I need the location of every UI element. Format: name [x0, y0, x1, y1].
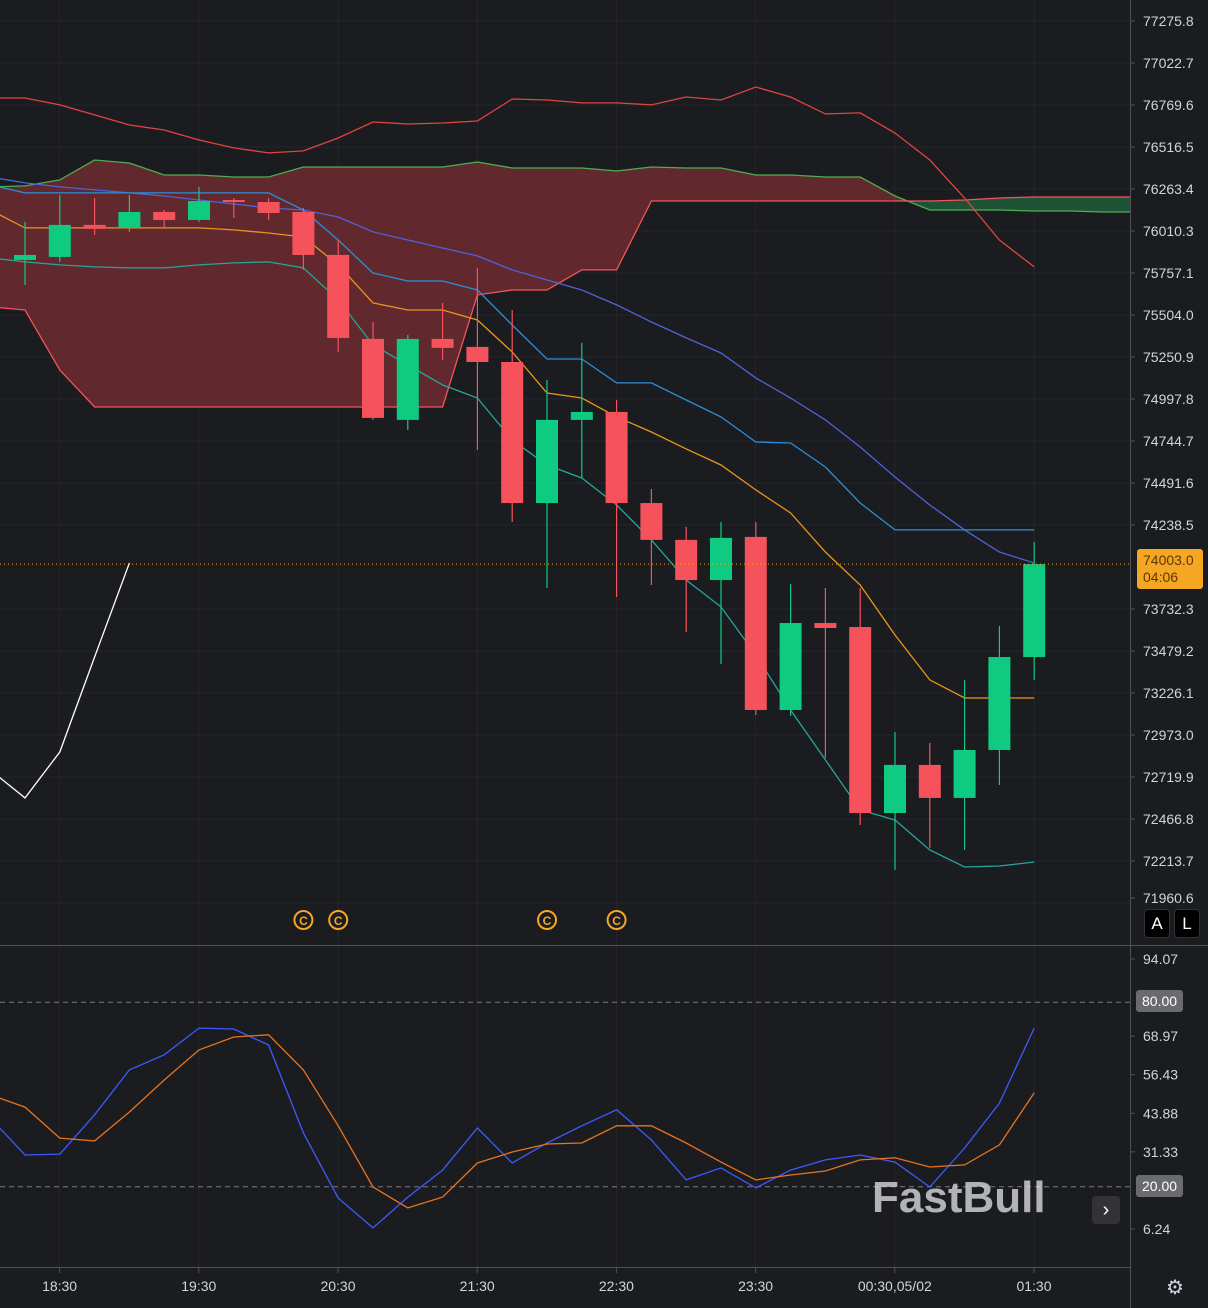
- candle-bullish: [14, 254, 36, 260]
- candle-bullish: [710, 537, 732, 581]
- event-marker-label: C: [334, 914, 343, 928]
- candle-bullish: [396, 338, 419, 420]
- price-pane: [0, 86, 1130, 870]
- event-marker-icon: [293, 910, 314, 930]
- oscillator-tick-label: 6.24: [1143, 1221, 1170, 1237]
- candle-bearish: [501, 361, 524, 504]
- price-tick-label: 75757.1: [1143, 265, 1194, 281]
- price-tick-label: 73479.2: [1143, 643, 1194, 659]
- time-tick-label: 20:30: [320, 1278, 355, 1294]
- price-tick-label: 74238.5: [1143, 517, 1194, 533]
- price-tick-label: 72213.7: [1143, 853, 1194, 869]
- span-b-line: [0, 196, 1130, 408]
- white-line: [0, 562, 131, 799]
- scroll-to-latest-button[interactable]: ›: [1092, 1196, 1120, 1224]
- candle-bearish: [431, 338, 454, 348]
- price-tick-label: 74997.8: [1143, 391, 1194, 407]
- price-tick-label: 76263.4: [1143, 181, 1194, 197]
- candle-bullish: [118, 211, 141, 228]
- slow-ma-line: [0, 178, 1035, 564]
- candle-bearish: [744, 536, 767, 710]
- candle-bullish: [570, 411, 593, 420]
- price-tick-label: 75250.9: [1143, 349, 1194, 365]
- candle-bullish: [536, 419, 558, 504]
- time-tick-label: 22:30: [599, 1278, 634, 1294]
- oscillator-tick-label: 56.43: [1143, 1067, 1178, 1083]
- candle-bearish: [257, 202, 280, 213]
- candle-bearish: [605, 411, 628, 504]
- price-tick-label: 76010.3: [1143, 223, 1194, 239]
- event-marker-icon: [328, 910, 349, 930]
- candle-bearish: [640, 503, 663, 540]
- price-tick-label: 74491.6: [1143, 475, 1194, 491]
- candle-bullish: [953, 749, 976, 798]
- auto-scale-button[interactable]: A: [1144, 909, 1170, 938]
- stoch-d-line: [0, 1034, 1035, 1209]
- price-tick-label: 76516.5: [1143, 139, 1194, 155]
- price-tick-label: 72973.0: [1143, 727, 1194, 743]
- candle-bearish: [292, 211, 315, 255]
- time-tick-label: 19:30: [181, 1278, 216, 1294]
- candle-bearish: [675, 539, 698, 581]
- candle-bearish: [83, 224, 106, 229]
- oscillator-tick-label: 68.97: [1143, 1028, 1178, 1044]
- candle-countdown: 04:06: [1143, 569, 1179, 585]
- candle-bullish: [1023, 564, 1046, 658]
- event-marker-icon: [537, 910, 557, 930]
- oscillator-tick-label: 43.88: [1143, 1105, 1178, 1121]
- stoch-k-line: [0, 1027, 1035, 1229]
- current-price-badge: 74003.0 04:06: [1137, 549, 1203, 589]
- level-80-badge: 80.00: [1136, 990, 1184, 1012]
- price-tick-label: 73226.1: [1143, 685, 1194, 701]
- price-tick-label: 77275.8: [1143, 13, 1194, 29]
- settings-gear-icon[interactable]: ⚙: [1166, 1277, 1184, 1299]
- time-tick-label: 01:30: [1016, 1278, 1051, 1294]
- time-tick-label: 21:30: [460, 1278, 495, 1294]
- candle-bullish: [884, 764, 906, 814]
- price-tick-label: 77022.7: [1143, 55, 1194, 71]
- candle-bearish: [327, 254, 350, 338]
- event-marker-label: C: [612, 914, 621, 928]
- candle-bearish: [849, 627, 872, 814]
- oscillator-pane: [0, 1001, 1130, 1229]
- candle-bearish: [362, 338, 384, 418]
- time-tick-label: 18:30: [42, 1278, 77, 1294]
- price-tick-label: 76769.6: [1143, 97, 1194, 113]
- candle-bearish: [222, 200, 245, 203]
- time-tick-label: 00:30,05/02: [858, 1278, 932, 1294]
- price-tick-label: 72466.8: [1143, 811, 1194, 827]
- candle-bearish: [918, 764, 941, 798]
- price-tick-label: 72719.9: [1143, 769, 1194, 785]
- time-tick-label: 23:30: [738, 1278, 773, 1294]
- price-tick-label: 73732.3: [1143, 601, 1194, 617]
- oscillator-tick-label: 94.07: [1143, 951, 1178, 967]
- price-tick-label: 71960.6: [1143, 890, 1194, 906]
- upper-band-line: [0, 86, 1035, 268]
- fastbull-watermark-logo: FastBull: [872, 1173, 1046, 1222]
- candle-bullish: [48, 224, 71, 257]
- event-marker-icon: [606, 910, 627, 930]
- event-marker-label: C: [543, 914, 552, 928]
- price-tick-label: 74744.7: [1143, 433, 1194, 449]
- span-a-line: [0, 159, 1130, 213]
- oscillator-tick-label: 31.33: [1143, 1144, 1178, 1160]
- event-marker-label: C: [299, 914, 308, 928]
- candle-bearish: [466, 346, 489, 362]
- candle-bullish: [188, 201, 210, 220]
- current-price: 74003.0: [1143, 552, 1194, 568]
- log-scale-button[interactable]: L: [1174, 909, 1200, 938]
- price-tick-label: 75504.0: [1143, 307, 1194, 323]
- level-20-badge: 20.00: [1136, 1175, 1184, 1197]
- candle-bearish: [814, 623, 837, 629]
- candle-bearish: [153, 211, 176, 220]
- candle-bullish: [988, 657, 1011, 750]
- candle-bullish: [779, 623, 802, 710]
